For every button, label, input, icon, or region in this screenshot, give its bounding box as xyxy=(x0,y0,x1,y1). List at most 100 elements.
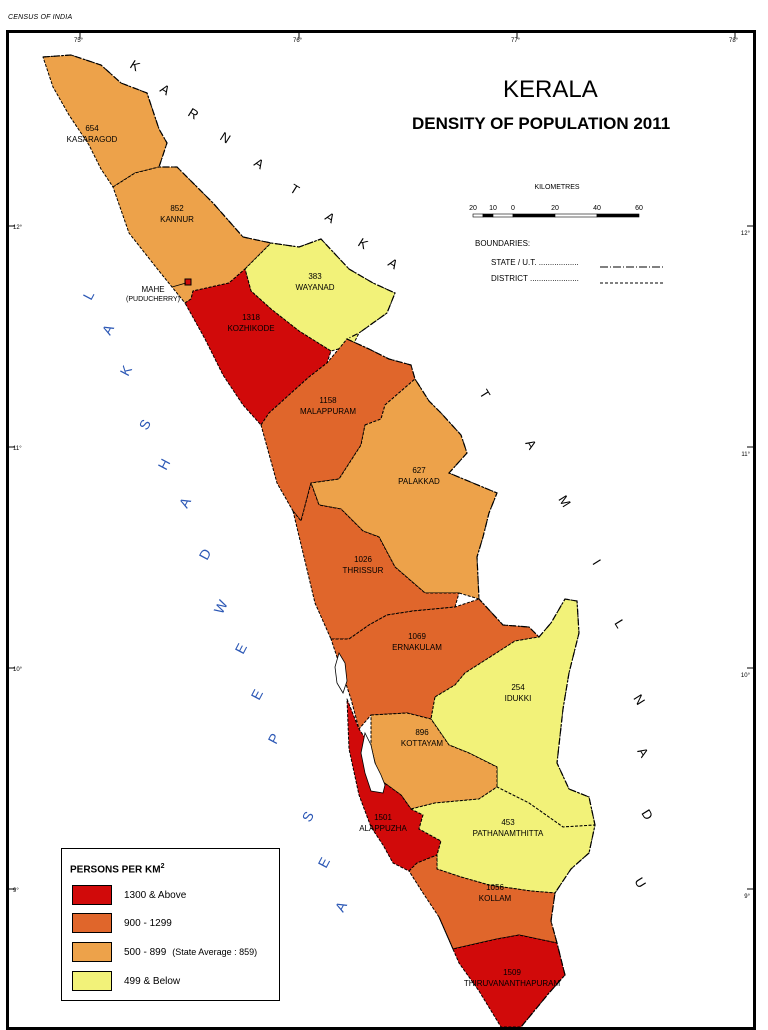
sea-letter: A xyxy=(99,321,118,337)
legend-title: PERSONS PER KM2 xyxy=(70,863,165,876)
sea-letter: A xyxy=(176,494,195,510)
lat-label-12-left: 12° xyxy=(13,225,23,231)
district-kasaragod xyxy=(42,54,168,188)
graticule xyxy=(9,33,753,890)
tamil-nadu-letter: L xyxy=(611,617,628,631)
scale-tick: 10 xyxy=(489,205,497,212)
karnataka-letter: N xyxy=(217,129,233,147)
district-kozhikode xyxy=(184,268,332,426)
sea-letter: A xyxy=(332,898,351,914)
district-name: IDUKKI xyxy=(505,694,532,703)
sea-letter: E xyxy=(315,855,334,871)
scale-bar: KILOMETRES 20 10 0 20 40 60 xyxy=(469,184,643,218)
district-name: KASARAGOD xyxy=(67,135,118,144)
district-value: 654 xyxy=(85,124,99,133)
district-name: KANNUR xyxy=(160,215,194,224)
district-name: PALAKKAD xyxy=(398,477,440,486)
sea-letter: E xyxy=(232,641,251,657)
tamil-nadu-letter: M xyxy=(555,493,573,510)
lon-label-75: 75° xyxy=(74,38,84,44)
district-name: ERNAKULAM xyxy=(392,643,442,652)
lat-label-9-right: 9° xyxy=(744,894,750,900)
legend-label-upper: 900 - 1299 xyxy=(124,918,172,929)
district-value: 852 xyxy=(170,204,184,213)
karnataka-letter: K xyxy=(127,57,143,74)
district-name: KOLLAM xyxy=(479,894,512,903)
scale-tick: 20 xyxy=(551,205,559,212)
scale-ticks: 20 10 0 20 40 60 xyxy=(469,205,643,212)
sea-letter: D xyxy=(196,546,215,562)
lat-label-12-right: 12° xyxy=(741,231,751,237)
lon-label-78: 78° xyxy=(729,38,739,44)
district-value: 1158 xyxy=(319,396,337,405)
boundaries-heading: BOUNDARIES: xyxy=(475,239,530,248)
district-name: KOTTAYAM xyxy=(401,739,444,748)
lat-label-11-left: 11° xyxy=(13,446,22,452)
lat-label-9-left: 9° xyxy=(13,888,19,894)
sea-letter: S xyxy=(136,417,155,433)
backwater-vembanad xyxy=(360,731,386,794)
karnataka-letter: R xyxy=(185,105,201,123)
district-value: 1501 xyxy=(374,813,392,822)
scale-tick: 40 xyxy=(593,205,601,212)
karnataka-letter: K xyxy=(355,235,371,252)
district-value: 1509 xyxy=(503,968,521,977)
legend-label-low: 499 & Below xyxy=(124,976,181,987)
district-value: 453 xyxy=(501,818,515,827)
boundary-state-label: STATE / U.T. .................. xyxy=(491,258,579,267)
lon-label-77: 77° xyxy=(511,38,521,44)
map-frame: 75° 76° 77° 78° 12° 11° 10° 9° 12° 11° 1… xyxy=(6,30,756,1030)
district-value: 1318 xyxy=(242,313,260,322)
karnataka-letter: A xyxy=(385,255,401,272)
district-ernakulam xyxy=(330,598,540,730)
scale-unit: KILOMETRES xyxy=(534,184,579,191)
sea-letter: L xyxy=(80,288,98,303)
scale-tick: 0 xyxy=(511,205,515,212)
sea-letter: K xyxy=(117,362,136,378)
lat-label-10-left: 10° xyxy=(13,667,23,673)
district-name: KOZHIKODE xyxy=(227,324,274,333)
tamil-nadu-letter: A xyxy=(522,437,539,453)
sea-letter: P xyxy=(265,731,284,747)
sea-letter: H xyxy=(155,456,174,472)
district-value: 254 xyxy=(511,683,525,692)
lon-label-76: 76° xyxy=(293,38,303,44)
district-name: PATHANAMTHITTA xyxy=(473,829,544,838)
legend-label-high: 1300 & Above xyxy=(124,890,187,901)
sea-letter: E xyxy=(248,687,267,703)
mahe-label: MAHE xyxy=(141,285,164,294)
scale-tick: 20 xyxy=(469,205,477,212)
scale-tick: 60 xyxy=(635,205,643,212)
district-value: 1056 xyxy=(486,883,504,892)
sea-letter: W xyxy=(211,597,232,617)
karnataka-letter: A xyxy=(251,155,267,172)
mahe-note: (PUDUCHERRY) xyxy=(126,296,180,303)
tamil-nadu-letter: I xyxy=(589,557,604,568)
district-name: MALAPPURAM xyxy=(300,407,356,416)
district-value: 1069 xyxy=(408,632,426,641)
district-name: WAYANAD xyxy=(296,283,335,292)
density-legend: PERSONS PER KM2 1300 & Above 900 - 1299 … xyxy=(61,848,280,1001)
legend-swatch-upper xyxy=(72,913,112,933)
mahe-leader-line xyxy=(171,282,187,288)
kerala-map: 75° 76° 77° 78° 12° 11° 10° 9° 12° 11° 1… xyxy=(9,33,753,1027)
map-title: KERALA xyxy=(503,76,598,103)
mahe-enclave xyxy=(184,278,192,286)
district-value: 383 xyxy=(308,272,322,281)
tamil-nadu-letter: T xyxy=(476,387,493,402)
map-subtitle: DENSITY OF POPULATION 2011 xyxy=(412,114,671,133)
district-value: 627 xyxy=(412,466,426,475)
karnataka-letter: T xyxy=(287,181,302,198)
district-value: 1026 xyxy=(354,555,372,564)
karnataka-letter: A xyxy=(322,209,338,226)
karnataka-letter: A xyxy=(157,81,173,98)
tamil-nadu-letter: D xyxy=(638,807,656,823)
boundary-district-label: DISTRICT ...................... xyxy=(491,274,579,283)
lat-label-11-right: 11° xyxy=(741,452,750,458)
legend-swatch-mid xyxy=(72,942,112,962)
state-boundary xyxy=(42,54,596,1027)
state-average-note: (State Average : 859) xyxy=(172,947,258,957)
district-labels: 654 KASARAGOD 852 KANNUR 383 WAYANAD 1318 KOZHI… xyxy=(67,124,561,988)
census-of-india-header: CENSUS OF INDIA xyxy=(8,14,73,21)
district-thiruvananthapuram xyxy=(438,916,566,1027)
